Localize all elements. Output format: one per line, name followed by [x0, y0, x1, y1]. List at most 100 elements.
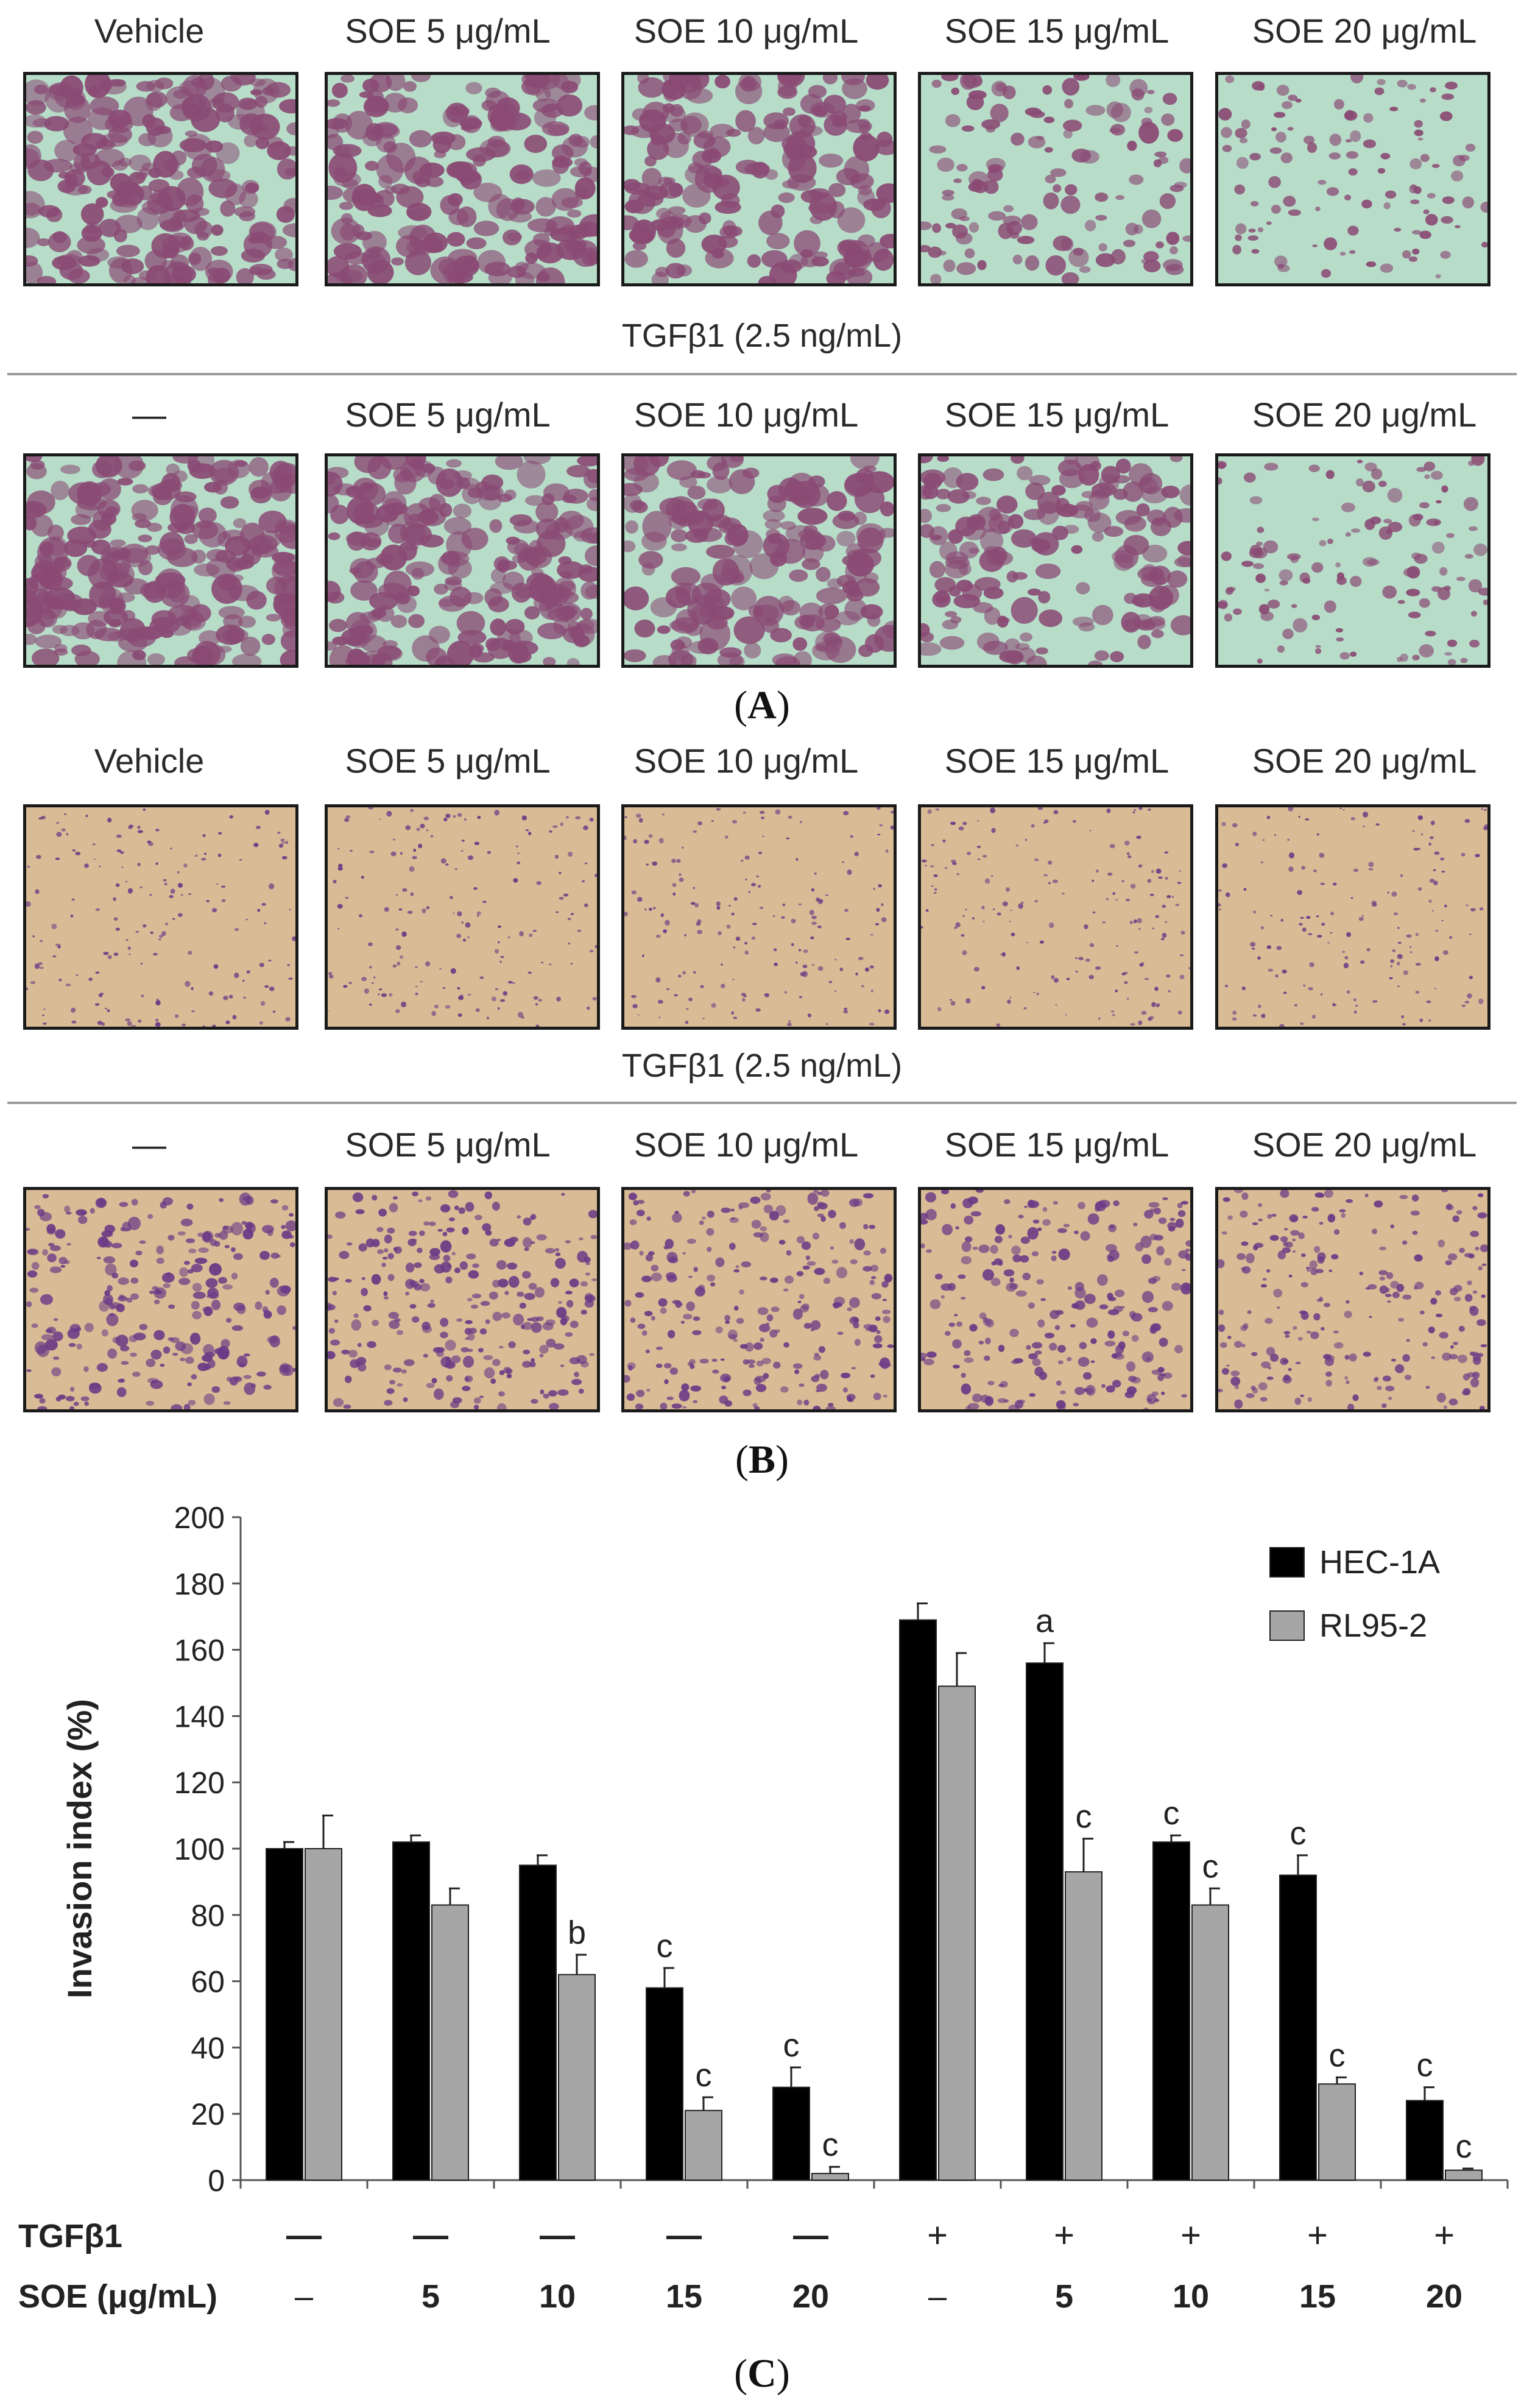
legend-label: HEC-1A — [1319, 1544, 1440, 1581]
panel-a-micrograph — [621, 72, 897, 286]
panel-b-micrograph — [621, 804, 897, 1030]
significance-label: c — [1456, 2128, 1472, 2165]
panel-a-micrograph — [325, 72, 600, 286]
bar-hec-1a — [646, 1987, 683, 2181]
bar-hec-1a — [392, 1841, 430, 2181]
bar-rl95-2 — [305, 1848, 342, 2181]
significance-label: c — [822, 2126, 839, 2163]
bar-rl95-2 — [1445, 2169, 1483, 2181]
significance-label: c — [1202, 1848, 1219, 1885]
panel-b-micrograph — [23, 804, 298, 1030]
tgf-cell: — — [413, 2215, 448, 2255]
bar-rl95-2 — [558, 1974, 596, 2181]
legend-label: RL95-2 — [1319, 1607, 1427, 1644]
panel-a-micrograph — [23, 453, 298, 668]
panel-b-micrograph — [325, 804, 600, 1030]
significance-label: c — [1417, 2047, 1433, 2084]
y-tick-label: 100 — [174, 1832, 225, 1866]
bar-hec-1a — [519, 1864, 557, 2181]
panel-b-micrograph — [1215, 1187, 1490, 1412]
panel-b-row2-label: — — [132, 1125, 166, 1164]
panel-a-row2-label: SOE 20 μg/mL — [1252, 395, 1477, 434]
bar-hec-1a — [899, 1619, 937, 2181]
legend-swatch — [1269, 1547, 1305, 1578]
soe-cell: 15 — [1299, 2278, 1336, 2315]
y-tick-label: 80 — [191, 1899, 225, 1933]
y-tick-label: 0 — [208, 2164, 225, 2198]
panel-b-micrograph — [918, 804, 1193, 1030]
panel-a-row2-label: SOE 10 μg/mL — [633, 395, 859, 434]
panel-b-letter: (B) — [735, 1437, 789, 1482]
bar-rl95-2 — [938, 1685, 976, 2181]
panel-a-micrograph — [918, 72, 1193, 286]
soe-cell: 5 — [422, 2278, 440, 2315]
tgf-cell: — — [793, 2215, 828, 2255]
panel-b-micrograph — [325, 1187, 600, 1412]
panel-b-row2-label: SOE 20 μg/mL — [1252, 1125, 1477, 1164]
panel-c-letter: (C) — [734, 2351, 790, 2396]
panel-a-row1-label: SOE 20 μg/mL — [1252, 12, 1477, 50]
significance-label: c — [783, 2027, 800, 2064]
soe-cell: – — [295, 2278, 313, 2315]
tgf-cell: + — [1054, 2215, 1074, 2255]
treatment-row-label: SOE (μg/mL) — [18, 2278, 217, 2315]
panel-a-divider — [7, 373, 1517, 375]
y-tick-label: 180 — [174, 1567, 225, 1601]
y-axis-label: Invasion index (%) — [60, 1699, 99, 1999]
bar-hec-1a — [266, 1848, 303, 2181]
tgf-cell: + — [927, 2215, 948, 2255]
panel-a-row2-label: SOE 15 μg/mL — [944, 395, 1169, 434]
y-tick-label: 60 — [191, 1965, 225, 1999]
soe-cell: 10 — [539, 2278, 576, 2315]
tgf-cell: + — [1180, 2215, 1201, 2255]
significance-label: c — [1163, 1795, 1180, 1832]
panel-a-treatment-label: TGFβ1 (2.5 ng/mL) — [621, 317, 903, 354]
soe-cell: 10 — [1173, 2278, 1209, 2315]
y-tick-label: 20 — [191, 2097, 225, 2131]
bar-rl95-2 — [1065, 1871, 1102, 2181]
bar-rl95-2 — [685, 2109, 722, 2181]
invasion-index-chart: 0 20 40 60 80 100 120 140 160 180 200 Invasion inde… — [18, 1501, 1509, 2315]
legend-swatch — [1269, 1610, 1305, 1641]
bar-hec-1a — [1152, 1841, 1190, 2181]
bar-rl95-2 — [1318, 2083, 1356, 2181]
panel-b-row1-label: SOE 15 μg/mL — [944, 742, 1169, 780]
panel-a-micrograph — [918, 453, 1193, 668]
panel-a-row1-label: SOE 10 μg/mL — [633, 12, 859, 50]
panel-b-micrograph — [918, 1187, 1193, 1412]
panel-b-divider — [7, 1102, 1517, 1104]
panel-a-micrograph — [621, 453, 897, 668]
bar-rl95-2 — [431, 1904, 469, 2181]
panel-b-row1-label: SOE 20 μg/mL — [1252, 742, 1477, 780]
bar-rl95-2 — [811, 2173, 849, 2181]
significance-label: c — [1076, 1799, 1092, 1835]
panel-a-row1-label: SOE 15 μg/mL — [944, 12, 1169, 50]
soe-cell: 5 — [1055, 2278, 1073, 2315]
tgf-cell: — — [286, 2215, 322, 2255]
y-tick-label: 160 — [174, 1634, 225, 1668]
panel-b-row1-label: SOE 10 μg/mL — [633, 742, 859, 780]
y-tick-label: 140 — [174, 1699, 225, 1733]
panel-b-row1-label: SOE 5 μg/mL — [345, 742, 551, 780]
significance-label: c — [1329, 2037, 1346, 2073]
panel-a-row2-label: SOE 5 μg/mL — [345, 395, 551, 434]
panel-a-micrograph — [23, 72, 298, 286]
y-tick-label: 120 — [174, 1766, 225, 1800]
panel-a-letter: (A) — [734, 683, 790, 728]
soe-cell: 20 — [792, 2278, 829, 2315]
y-tick-label: 40 — [191, 2031, 225, 2065]
tgf-cell: + — [1307, 2215, 1328, 2255]
panel-b-row2-label: SOE 10 μg/mL — [633, 1125, 859, 1164]
y-tick-label: 200 — [174, 1501, 225, 1535]
significance-label: c — [657, 1928, 673, 1964]
panel-b-micrograph — [1215, 804, 1490, 1030]
panel-b-row2-label: SOE 15 μg/mL — [944, 1125, 1169, 1164]
significance-label: b — [568, 1914, 586, 1951]
panel-b-micrograph — [23, 1187, 298, 1412]
soe-cell: 15 — [666, 2278, 702, 2315]
tgf-cell: + — [1434, 2215, 1455, 2255]
panel-a-row1-label: Vehicle — [94, 12, 205, 50]
bar-hec-1a — [1406, 2100, 1444, 2181]
significance-label: a — [1035, 1603, 1054, 1640]
panel-b-micrograph — [621, 1187, 897, 1412]
